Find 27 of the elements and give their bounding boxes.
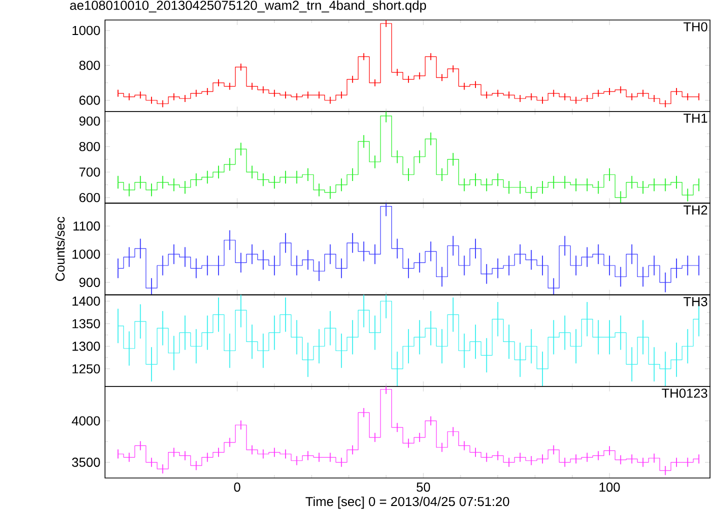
x-tick-label: 100 bbox=[600, 482, 620, 492]
y-axis-title: Counts/sec bbox=[55, 216, 65, 281]
y-tick-label: 1000 bbox=[72, 250, 100, 259]
text: TH1 bbox=[684, 114, 708, 123]
y-tick-label: 1350 bbox=[72, 319, 100, 328]
y-tick-label: 600 bbox=[79, 96, 100, 105]
y-tick-label: 900 bbox=[79, 278, 100, 287]
text: TH0123 bbox=[662, 388, 708, 398]
y-tick-label: 3500 bbox=[72, 458, 100, 467]
y-tick-label: 900 bbox=[79, 116, 100, 126]
text: TH2 bbox=[684, 205, 708, 214]
text: TH0 bbox=[684, 22, 708, 32]
x-tick-label: 50 bbox=[416, 482, 430, 492]
y-tick-label: 1000 bbox=[72, 26, 100, 36]
y-tick-label: 600 bbox=[79, 192, 100, 202]
y-tick-label: 800 bbox=[79, 142, 100, 152]
y-tick-label: 1250 bbox=[72, 364, 100, 374]
chart-title: ae108010010_20130425075120_wam2_trn_4band_short.qdp bbox=[70, 0, 426, 12]
y-tick-label: 700 bbox=[79, 167, 100, 177]
x-axis-title: Time [sec] 0 = 2013/04/25 07:51:20 bbox=[306, 496, 510, 509]
y-tick-label: 800 bbox=[79, 60, 100, 70]
series-label: TH3 bbox=[684, 297, 708, 306]
y-tick-label: 1100 bbox=[73, 221, 100, 231]
y-tick-label: 1400 bbox=[72, 296, 100, 306]
x-tick-label: 0 bbox=[234, 482, 240, 492]
y-tick-label: 1300 bbox=[72, 342, 100, 351]
y-tick-label: 4000 bbox=[72, 416, 100, 426]
